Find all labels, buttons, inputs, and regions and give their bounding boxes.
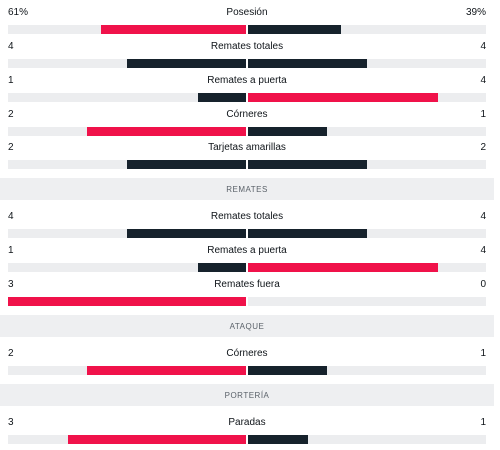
home-value: 3 — [8, 279, 14, 290]
stat-label: Remates totales — [210, 41, 284, 52]
home-bar — [127, 160, 246, 169]
home-bar — [100, 25, 246, 34]
stat-bars — [8, 93, 486, 102]
stat-bars — [8, 297, 486, 306]
section-header-remates: REMATES — [0, 178, 494, 200]
home-value: 1 — [8, 75, 14, 86]
home-bar — [127, 59, 246, 68]
home-bar — [67, 435, 246, 444]
away-bar — [248, 93, 439, 102]
stat-row: 4 Remates totales 4 — [0, 40, 494, 74]
stat-label: Remates a puerta — [207, 245, 287, 256]
section-header-porteria: PORTERÍA — [0, 384, 494, 406]
home-value: 1 — [8, 245, 14, 256]
home-value: 4 — [8, 41, 14, 52]
stat-label: Córneres — [226, 109, 268, 120]
stat-label: Paradas — [228, 417, 266, 428]
away-bar — [248, 25, 341, 34]
home-bar — [8, 297, 246, 306]
away-bar — [248, 263, 439, 272]
away-value: 1 — [480, 348, 486, 359]
stat-bars — [8, 160, 486, 169]
away-bar — [248, 127, 328, 136]
home-value: 2 — [8, 109, 14, 120]
away-bar — [248, 59, 367, 68]
home-bar — [87, 127, 246, 136]
away-value: 4 — [480, 211, 486, 222]
stat-label: Posesión — [226, 7, 268, 18]
stat-row: 2 Córneres 1 — [0, 108, 494, 142]
stat-label: Remates fuera — [214, 279, 280, 290]
home-value: 4 — [8, 211, 14, 222]
home-bar — [198, 263, 246, 272]
away-bar — [248, 366, 328, 375]
away-value: 39% — [465, 7, 486, 18]
stat-label: Córneres — [226, 348, 268, 359]
home-value: 61% — [8, 7, 29, 18]
stat-bars — [8, 229, 486, 238]
stat-row: 3 Remates fuera 0 — [0, 278, 494, 312]
stat-row: 1 Remates a puerta 4 — [0, 74, 494, 108]
stat-row: 4 Remates totales 4 — [0, 210, 494, 244]
stat-row: 2 Córneres 1 — [0, 347, 494, 381]
stat-bars — [8, 59, 486, 68]
stat-bars — [8, 25, 486, 34]
stat-row: 1 Remates a puerta 4 — [0, 244, 494, 278]
stat-row: 61% Posesión 39% — [0, 6, 494, 40]
home-bar — [127, 229, 246, 238]
stat-label: Tarjetas amarillas — [208, 142, 286, 153]
stat-label: Remates totales — [210, 211, 284, 222]
section-header-ataque: ATAQUE — [0, 315, 494, 337]
away-value: 0 — [480, 279, 486, 290]
away-bar — [248, 435, 308, 444]
away-value: 1 — [480, 417, 486, 428]
stat-row: 2 Tarjetas amarillas 2 — [0, 141, 494, 175]
home-value: 2 — [8, 348, 14, 359]
stat-bars — [8, 263, 486, 272]
away-bar — [248, 160, 367, 169]
away-bar — [248, 229, 367, 238]
home-value: 3 — [8, 417, 14, 428]
stat-label: Remates a puerta — [207, 75, 287, 86]
away-value: 1 — [480, 109, 486, 120]
home-value: 2 — [8, 142, 14, 153]
away-value: 4 — [480, 41, 486, 52]
stat-row: 3 Paradas 1 — [0, 416, 494, 450]
stat-bars — [8, 435, 486, 444]
stat-bars — [8, 127, 486, 136]
home-bar — [87, 366, 246, 375]
away-value: 2 — [480, 142, 486, 153]
stat-bars — [8, 366, 486, 375]
away-value: 4 — [480, 75, 486, 86]
away-value: 4 — [480, 245, 486, 256]
home-bar — [198, 93, 246, 102]
